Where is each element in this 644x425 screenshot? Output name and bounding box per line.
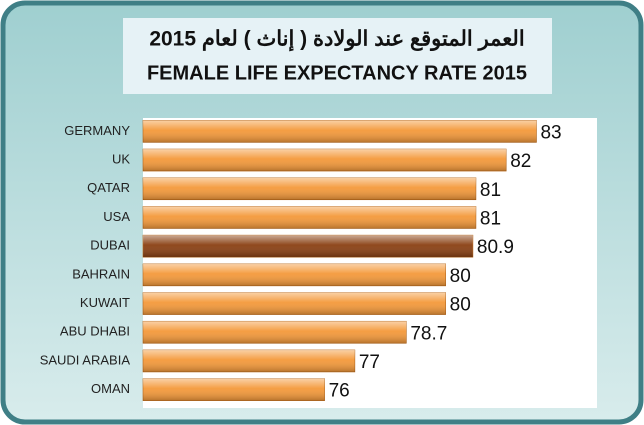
y-tick-label: KUWAIT — [80, 295, 130, 310]
data-label: 82 — [510, 151, 531, 172]
chart-title: العمر المتوقع عند الولادة ( إناث ) لعام … — [149, 28, 524, 52]
bar-shine — [143, 263, 446, 286]
y-tick-label: QATAR — [87, 180, 130, 195]
bar-shine — [143, 206, 476, 229]
bar-shine — [143, 177, 476, 200]
data-label: 78.7 — [410, 323, 447, 344]
bar-shine — [143, 321, 407, 344]
data-label: 80 — [450, 295, 471, 316]
y-tick-label: SAUDI ARABIA — [40, 352, 131, 367]
bar-shine — [143, 292, 446, 315]
y-tick-label: USA — [103, 209, 130, 224]
bar-shine — [143, 120, 537, 143]
chart-subtitle: FEMALE LIFE EXPECTANCY RATE 2015 — [147, 62, 527, 84]
y-tick-label: OMAN — [91, 381, 130, 396]
bar-shine — [143, 235, 473, 258]
data-label: 76 — [329, 381, 350, 402]
y-tick-label: ABU DHABI — [60, 324, 130, 339]
bar-shine — [143, 349, 355, 372]
y-tick-label: UK — [112, 151, 130, 166]
data-label: 81 — [480, 208, 501, 229]
data-label: 80 — [450, 266, 471, 287]
y-tick-label: BAHRAIN — [72, 266, 130, 281]
y-tick-label: DUBAI — [90, 238, 130, 253]
data-label: 77 — [359, 352, 380, 373]
bar-shine — [143, 149, 507, 172]
bar-shine — [143, 378, 325, 401]
data-label: 81 — [480, 180, 501, 201]
title-box — [123, 18, 552, 94]
y-tick-label: GERMANY — [64, 123, 130, 138]
data-label: 83 — [540, 122, 561, 143]
data-label: 80.9 — [477, 237, 514, 258]
